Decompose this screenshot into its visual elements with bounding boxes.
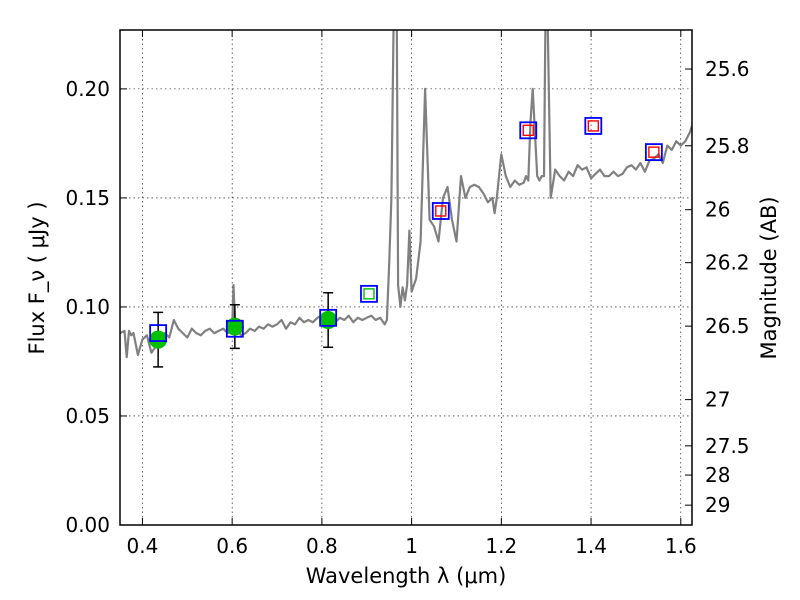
red-square-marker bbox=[435, 205, 447, 217]
magnitude-tick-label: 26.5 bbox=[705, 314, 750, 338]
magnitude-tick-label: 26.2 bbox=[705, 251, 750, 275]
green-square-marker bbox=[363, 288, 375, 300]
blue-square-marker bbox=[584, 117, 603, 135]
x-tick-label: 0.6 bbox=[216, 534, 248, 558]
magnitude-tick-label: 27 bbox=[705, 388, 730, 412]
y-axis-title: Flux F_ν ( μJy ) bbox=[25, 201, 50, 354]
blue-square-marker bbox=[360, 284, 378, 303]
blue-square-marker bbox=[431, 202, 450, 220]
magnitude-tick-label: 28 bbox=[705, 463, 730, 487]
red-square-marker bbox=[587, 120, 600, 132]
red-square-marker bbox=[648, 146, 660, 158]
x-tick-label: 0.4 bbox=[127, 534, 159, 558]
magnitude-tick-label: 27.5 bbox=[705, 434, 750, 458]
magnitude-tick-label: 25.6 bbox=[705, 57, 750, 81]
axis-ticks: 0.4 0.6 0.8 1 1.2 1.4 1.6 0.00 0.05 0.10 0.15 0.20 2… bbox=[65, 30, 750, 558]
y-tick-label: 0.10 bbox=[65, 295, 110, 319]
right-axis-title: Magnitude (AB) bbox=[757, 196, 781, 359]
x-tick-label: 1.2 bbox=[485, 534, 517, 558]
red-square-marker bbox=[522, 124, 534, 137]
green-data-point bbox=[149, 330, 168, 349]
blue-square-marker bbox=[225, 319, 244, 338]
x-tick-label: 0.8 bbox=[306, 534, 338, 558]
magnitude-tick-label: 25.8 bbox=[705, 134, 750, 158]
y-tick-label: 0.05 bbox=[65, 404, 110, 428]
magnitude-tick-label: 26 bbox=[705, 198, 730, 222]
blue-square-marker bbox=[319, 308, 338, 327]
blue-square-marker bbox=[149, 324, 168, 343]
y-tick-label: 0.20 bbox=[65, 77, 110, 101]
y-tick-label: 0.15 bbox=[65, 186, 110, 210]
blue-square-marker bbox=[644, 143, 663, 162]
x-tick-label: 1 bbox=[405, 534, 418, 558]
y-tick-label: 0.00 bbox=[65, 513, 110, 537]
x-tick-label: 1.6 bbox=[665, 534, 697, 558]
magnitude-tick-label: 29 bbox=[705, 493, 730, 517]
x-axis-title: Wavelength λ (μm) bbox=[306, 564, 507, 588]
x-tick-label: 1.4 bbox=[575, 534, 607, 558]
blue-square-marker bbox=[519, 121, 538, 140]
spectrum-line bbox=[120, 30, 692, 359]
plot-frame bbox=[119, 29, 693, 526]
plot-area bbox=[120, 30, 692, 368]
